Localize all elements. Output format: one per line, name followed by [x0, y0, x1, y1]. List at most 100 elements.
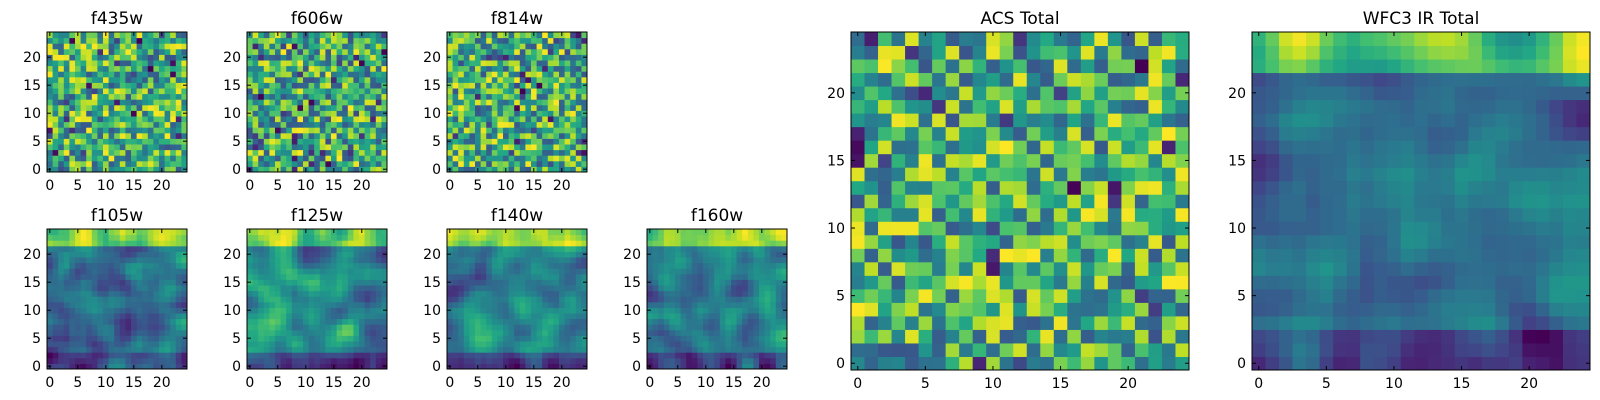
- heatmap-cell: [714, 301, 721, 308]
- heatmap-cell: [742, 251, 749, 258]
- heatmap-cell: [525, 296, 532, 303]
- heatmap-cell: [142, 155, 149, 162]
- heatmap-cell: [891, 180, 906, 195]
- heatmap-cell: [103, 116, 110, 123]
- heatmap-cell: [575, 71, 582, 78]
- heatmap-cell: [159, 144, 166, 151]
- heatmap-cell: [291, 93, 298, 100]
- heatmap-cell: [308, 43, 315, 50]
- heatmap-cell: [142, 121, 149, 128]
- heatmap-cell: [514, 285, 521, 292]
- heatmap-cell: [658, 229, 665, 236]
- heatmap-cell: [164, 43, 171, 50]
- heatmap-cell: [686, 346, 693, 353]
- heatmap-cell: [463, 76, 470, 83]
- heatmap-cell: [342, 60, 349, 67]
- heatmap-cell: [680, 251, 687, 258]
- heatmap-cell: [575, 166, 582, 173]
- heatmap-cell: [280, 290, 287, 297]
- heatmap-cell: [91, 127, 98, 134]
- heatmap-cell: [286, 88, 293, 95]
- heatmap-cell: [714, 290, 721, 297]
- heatmap-cell: [1067, 261, 1082, 276]
- heatmap-cell: [286, 110, 293, 117]
- heatmap-cell: [547, 104, 554, 111]
- heatmap-cell: [159, 104, 166, 111]
- heatmap-cell: [58, 324, 65, 331]
- heatmap-cell: [519, 301, 526, 308]
- heatmap-cell: [314, 76, 321, 83]
- heatmap-cell: [775, 273, 782, 280]
- heatmap-cell: [542, 268, 549, 275]
- heatmap-cell: [458, 138, 465, 145]
- heatmap-cell: [170, 82, 177, 89]
- heatmap-cell: [663, 301, 670, 308]
- heatmap-cell: [581, 37, 588, 44]
- heatmap-cell: [959, 356, 974, 371]
- heatmap-cell: [547, 93, 554, 100]
- heatmap-cell: [508, 301, 515, 308]
- heatmap-cell: [147, 301, 154, 308]
- heatmap-cell: [559, 251, 566, 258]
- heatmap-cell: [347, 346, 354, 353]
- heatmap-cell: [303, 234, 310, 241]
- heatmap-cell: [170, 43, 177, 50]
- heatmap-cell: [458, 296, 465, 303]
- y-tick-label: 15: [23, 78, 41, 94]
- heatmap-cell: [97, 335, 104, 342]
- y-tick-label: 10: [223, 303, 241, 319]
- heatmap-cell: [108, 88, 115, 95]
- y-tick-label: 15: [23, 275, 41, 291]
- heatmap-cell: [553, 54, 560, 61]
- heatmap-cell: [581, 144, 588, 151]
- heatmap-cell: [269, 144, 276, 151]
- heatmap-cell: [80, 93, 87, 100]
- heatmap-cell: [452, 285, 459, 292]
- heatmap-cell: [103, 240, 110, 247]
- heatmap-cell: [108, 82, 115, 89]
- heatmap-cell: [170, 318, 177, 325]
- heatmap-cell: [136, 160, 143, 167]
- heatmap-cell: [147, 335, 154, 342]
- heatmap-cell: [905, 288, 920, 303]
- heatmap-cell: [719, 251, 726, 258]
- heatmap-cell: [58, 268, 65, 275]
- heatmap-cell: [1053, 248, 1068, 263]
- heatmap-cell: [136, 268, 143, 275]
- heatmap-cell: [519, 166, 526, 173]
- heatmap-cell: [108, 335, 115, 342]
- heatmap-cell: [86, 160, 93, 167]
- heatmap-cell: [86, 329, 93, 336]
- heatmap-cell: [91, 257, 98, 264]
- heatmap-cell: [125, 99, 132, 106]
- heatmap-cell: [480, 104, 487, 111]
- heatmap-cell: [475, 93, 482, 100]
- heatmap-cell: [514, 268, 521, 275]
- heatmap-cell: [159, 313, 166, 320]
- heatmap-cell: [275, 346, 282, 353]
- heatmap-cell: [342, 144, 349, 151]
- heatmap-cell: [764, 318, 771, 325]
- heatmap-cell: [258, 93, 265, 100]
- heatmap-cell: [972, 356, 987, 371]
- heatmap-cell: [547, 71, 554, 78]
- axes-frame: [246, 228, 388, 370]
- heatmap-cell: [542, 76, 549, 83]
- heatmap-cell: [503, 88, 510, 95]
- heatmap-cell: [932, 356, 947, 371]
- heatmap-cell: [542, 341, 549, 348]
- heatmap-cell: [80, 121, 87, 128]
- heatmap-cell: [319, 48, 326, 55]
- heatmap-cell: [80, 166, 87, 173]
- heatmap-cell: [153, 257, 160, 264]
- heatmap-cell: [575, 329, 582, 336]
- heatmap-cell: [581, 71, 588, 78]
- axes-frame: [46, 228, 188, 370]
- heatmap-cell: [375, 318, 382, 325]
- heatmap-cell: [263, 82, 270, 89]
- heatmap-cell: [114, 76, 121, 83]
- heatmap-cell: [175, 240, 182, 247]
- heatmap-cell: [86, 341, 93, 348]
- heatmap-cell: [58, 285, 65, 292]
- heatmap-cell: [170, 144, 177, 151]
